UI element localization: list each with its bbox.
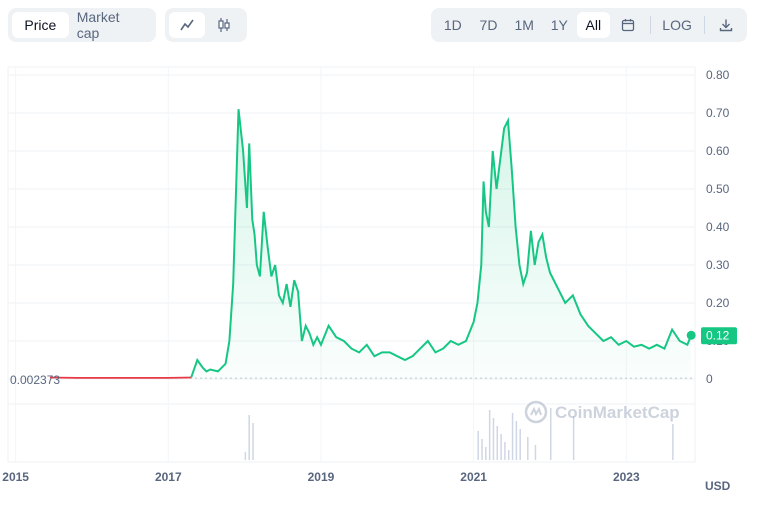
y-tick-label: 0.20: [706, 296, 730, 310]
x-tick-label: 2017: [155, 470, 182, 484]
candlestick-icon: [218, 18, 230, 32]
candlestick-button[interactable]: [205, 12, 243, 38]
price-line-segment: [190, 109, 693, 378]
price-lines: [49, 109, 693, 379]
y-tick-label: 0.50: [706, 182, 730, 196]
log-scale-button[interactable]: LOG: [662, 17, 692, 33]
range-7d-button[interactable]: 7D: [479, 17, 498, 33]
line-chart-button[interactable]: [169, 12, 206, 38]
price-area-fill: [191, 109, 692, 379]
volume-bar: [515, 421, 518, 460]
download-icon: [719, 19, 732, 32]
volume-bar: [672, 424, 674, 460]
watermark-text: CoinMarketCap: [555, 403, 680, 422]
calendar-button[interactable]: [610, 12, 646, 38]
x-tick-label: 2019: [308, 470, 335, 484]
x-tick-label: 2015: [2, 470, 29, 484]
x-axis: 2015 2017 2019 2021 2023: [2, 470, 640, 484]
volume-bar: [507, 450, 510, 460]
volume-bars: [244, 408, 674, 460]
volume-bar: [504, 442, 506, 460]
y-tick-label: 0.40: [706, 220, 730, 234]
y-axis: 00.100.200.300.400.500.600.700.80: [706, 68, 730, 386]
y-tick-label: 0: [706, 372, 713, 386]
range-1d-button[interactable]: 1D: [443, 17, 462, 33]
y-tick-label: 0.30: [706, 258, 730, 272]
volume-bar: [572, 416, 575, 460]
volume-bar: [248, 415, 250, 460]
volume-bar: [500, 434, 502, 460]
volume-bar: [488, 410, 491, 460]
volume-bar: [481, 439, 483, 460]
range-toolbar: 1D 7D 1M 1Y All LOG: [431, 8, 747, 42]
current-price-dot: [686, 330, 696, 340]
x-tick-label: 2023: [613, 470, 640, 484]
toolbar-divider: [649, 16, 651, 34]
download-button[interactable]: [708, 12, 743, 38]
volume-bar: [519, 429, 521, 460]
tab-market-cap[interactable]: Market cap: [76, 9, 120, 41]
view-toggle: Price Market cap: [8, 8, 156, 42]
watermark: CoinMarketCap: [524, 400, 680, 424]
current-price-label: 0.12: [706, 328, 730, 342]
volume-bar: [534, 445, 537, 460]
volume-bar: [485, 447, 487, 460]
volume-bar: [492, 418, 495, 460]
range-1m-button[interactable]: 1M: [514, 17, 534, 33]
x-tick-label: 2021: [460, 470, 487, 484]
tab-price[interactable]: Price: [12, 12, 69, 38]
chart-type-toggle: [165, 8, 247, 42]
range-all-button[interactable]: All: [576, 12, 611, 38]
line-chart-icon: [180, 19, 194, 31]
volume-bar: [244, 452, 247, 460]
volume-bar: [511, 413, 514, 460]
calendar-icon: [621, 19, 635, 32]
y-tick-label: 0.70: [706, 106, 730, 120]
volume-bar: [252, 423, 254, 460]
y-tick-label: 0.60: [706, 144, 730, 158]
currency-label: USD: [705, 479, 731, 493]
range-1y-button[interactable]: 1Y: [550, 17, 568, 33]
baseline-label: 0.002373: [10, 373, 60, 387]
toolbar-divider: [703, 16, 705, 34]
volume-bar: [477, 431, 479, 460]
volume-bar: [549, 408, 552, 460]
volume-bar: [496, 426, 499, 460]
current-price-tag: 0.12: [686, 327, 737, 345]
y-tick-label: 0.80: [706, 68, 730, 82]
volume-bar: [527, 437, 529, 460]
